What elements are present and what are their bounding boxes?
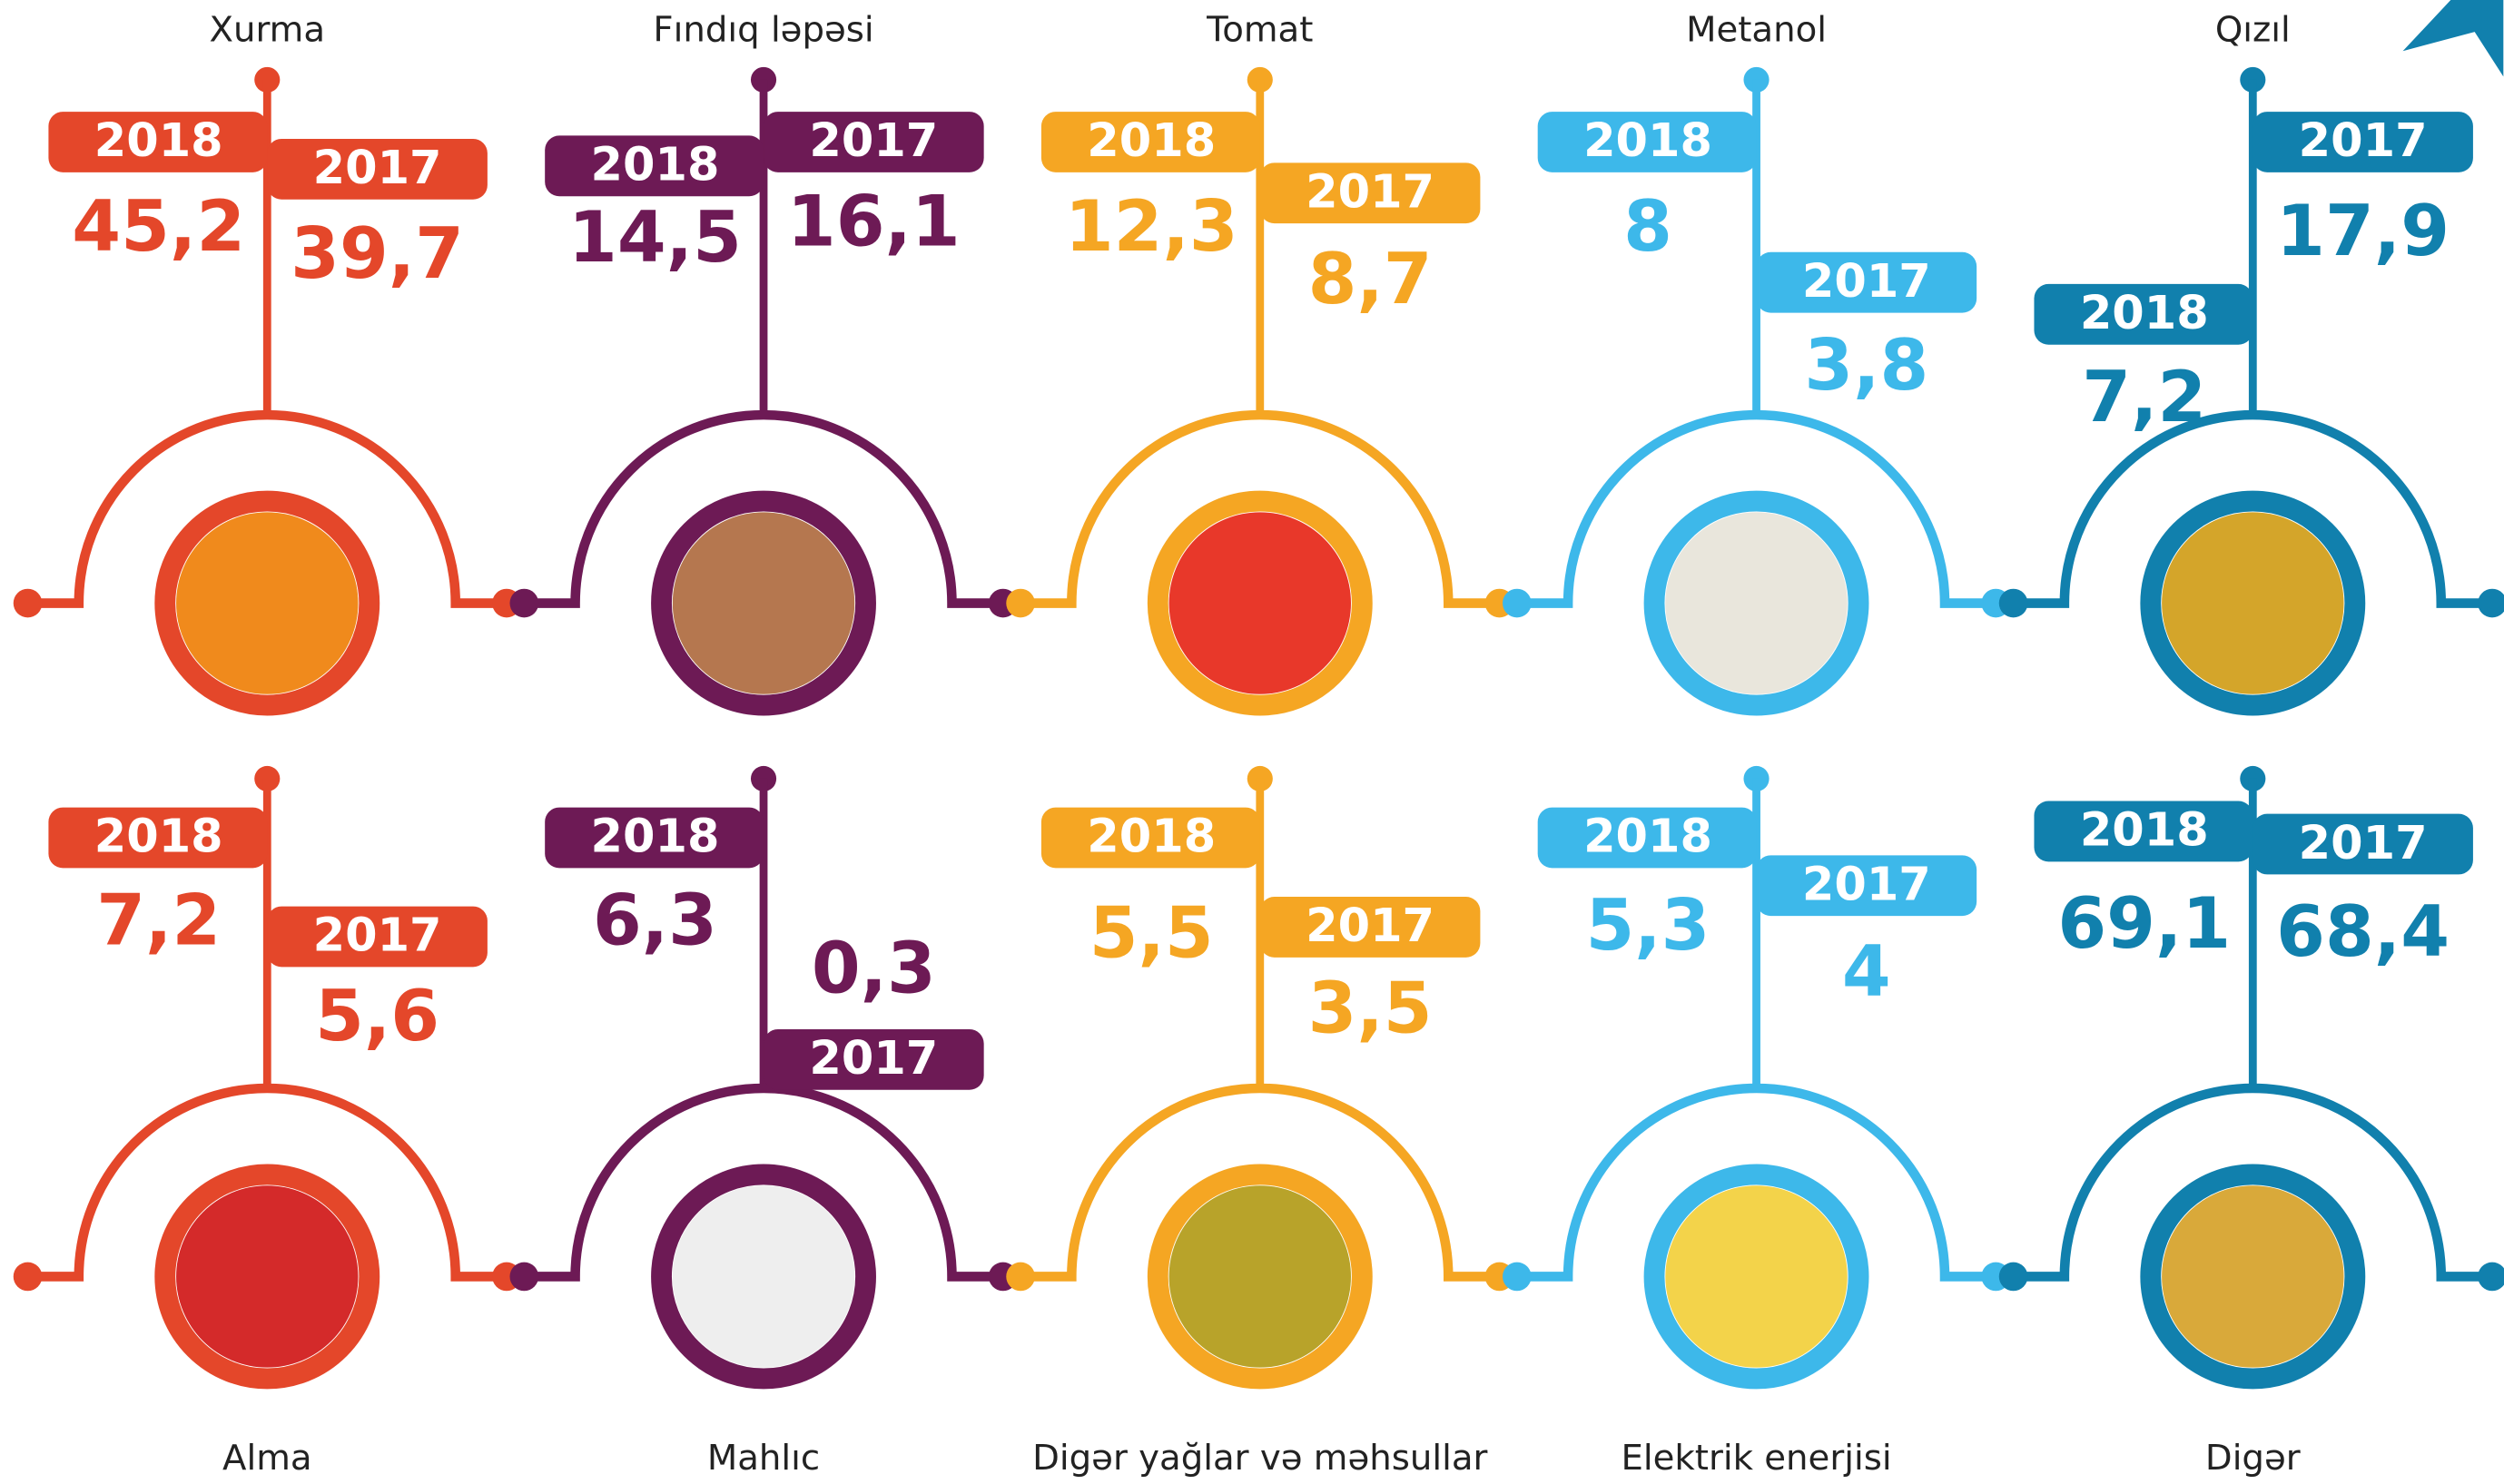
side-dot — [1503, 1263, 1532, 1292]
side-dot — [14, 1263, 43, 1292]
item-title: Qızıl — [2215, 10, 2291, 51]
item-title: Xurma — [210, 10, 326, 51]
side-dot — [2478, 1263, 2504, 1292]
value-2017: 3,8 — [1804, 325, 1928, 407]
tag-2017-label: 2017 — [809, 114, 938, 168]
icon — [673, 512, 854, 693]
item-title: Elektrik enerjisi — [1621, 1438, 1891, 1479]
side-dot — [1503, 589, 1532, 618]
tag-2017-label: 2017 — [313, 142, 442, 195]
tag-2018-label: 2018 — [94, 811, 223, 864]
value-2017: 5,6 — [315, 976, 439, 1057]
item-title: Tomat — [1206, 10, 1313, 51]
value-2017: 3,5 — [1308, 968, 1433, 1049]
side-dot — [2478, 589, 2504, 618]
value-2018: 45,2 — [72, 186, 245, 268]
tag-2018-label: 2018 — [1087, 811, 1216, 864]
side-dot — [1006, 589, 1035, 618]
tag-2018-label: 2018 — [1583, 114, 1712, 168]
tag-2018-label: 2018 — [94, 114, 223, 168]
value-2017: 16,1 — [787, 182, 961, 263]
value-2017: 68,4 — [2276, 891, 2450, 973]
icon — [176, 1185, 358, 1367]
icon — [1169, 1185, 1351, 1367]
tag-2017-label: 2017 — [809, 1032, 938, 1086]
tag-2017-label: 2017 — [1802, 255, 1931, 309]
value-2017: 4 — [1842, 931, 1891, 1013]
item-title: Alma — [222, 1438, 312, 1479]
value-2017: 17,9 — [2276, 191, 2450, 272]
page: {"years": ["2018", "2017"], "items": [ {… — [0, 0, 2504, 1484]
icon — [673, 1185, 854, 1367]
tag-2018-label: 2018 — [1583, 811, 1712, 864]
value-2018: 14,5 — [568, 197, 742, 279]
tag-2018-label: 2018 — [591, 139, 720, 192]
value-2018: 5,5 — [1089, 893, 1214, 975]
tag-2017-label: 2017 — [1802, 858, 1931, 911]
tag-2017-label: 2017 — [1306, 899, 1434, 953]
item-title: Metanol — [1686, 10, 1827, 51]
tag-2017-label: 2017 — [1306, 165, 1434, 219]
icon — [2162, 1185, 2343, 1367]
side-dot — [1006, 1263, 1035, 1292]
tag-2018-label: 2018 — [1087, 114, 1216, 168]
value-2017: 39,7 — [291, 213, 464, 295]
value-2017: 0,3 — [812, 928, 936, 1009]
side-dot — [1999, 1263, 2028, 1292]
value-2018: 69,1 — [2057, 883, 2231, 965]
item-title: Digər yağlar və məhsullar — [1032, 1438, 1487, 1479]
side-dot — [510, 589, 539, 618]
item-title: Digər — [2205, 1438, 2301, 1479]
tag-2017-label: 2017 — [2299, 817, 2428, 870]
icon — [1665, 512, 1847, 693]
item-title: Fındıq ləpəsi — [653, 10, 873, 51]
tag-2017-label: 2017 — [313, 909, 442, 963]
side-dot — [510, 1263, 539, 1292]
item-title: Mahlıc — [707, 1438, 820, 1479]
icon — [176, 512, 358, 693]
value-2018: 7,2 — [96, 880, 221, 962]
value-2017: 8,7 — [1308, 239, 1433, 320]
side-dot — [1999, 589, 2028, 618]
value-2018: 5,3 — [1585, 885, 1710, 967]
icon — [2162, 512, 2343, 693]
tag-2018-label: 2018 — [2080, 804, 2209, 858]
value-2018: 6,3 — [593, 880, 717, 962]
side-dot — [14, 589, 43, 618]
tag-2018-label: 2018 — [591, 811, 720, 864]
logo — [2403, 0, 2504, 76]
value-2018: 8 — [1623, 186, 1672, 268]
icon — [1665, 1185, 1847, 1367]
tag-2017-label: 2017 — [2299, 114, 2428, 168]
value-2018: 7,2 — [2082, 357, 2206, 438]
value-2018: 12,3 — [1065, 186, 1238, 268]
tag-2018-label: 2018 — [2080, 287, 2209, 340]
icon — [1169, 512, 1351, 693]
infographic: Xurma201845,2201739,7Fındıq ləpəsi201814… — [0, 0, 2504, 1484]
